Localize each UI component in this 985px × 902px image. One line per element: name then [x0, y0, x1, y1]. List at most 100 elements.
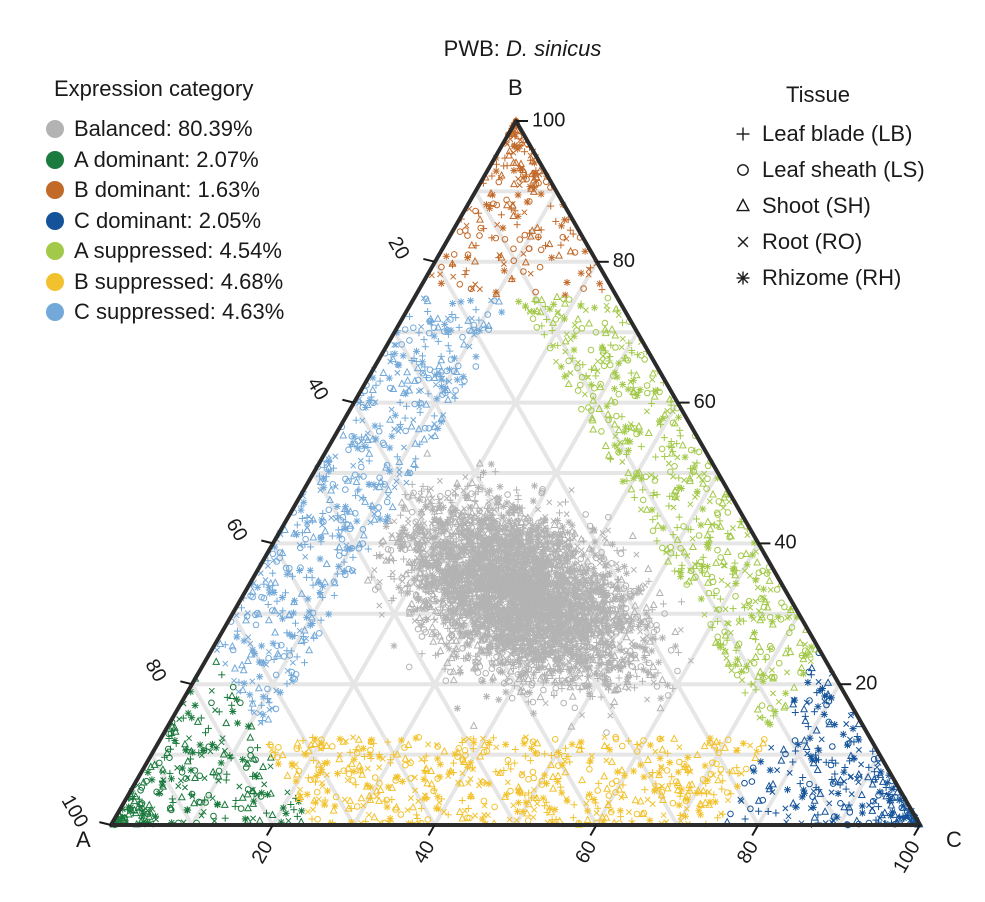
data-point — [552, 217, 560, 225]
data-point — [755, 807, 763, 815]
data-point — [462, 474, 469, 480]
data-point — [520, 546, 528, 553]
data-point — [549, 667, 557, 675]
data-point — [509, 211, 518, 219]
data-point — [267, 763, 274, 770]
data-point — [527, 565, 535, 573]
data-point — [510, 149, 517, 156]
data-point — [574, 314, 582, 323]
data-point — [510, 245, 517, 253]
data-point — [435, 496, 443, 504]
data-point — [578, 571, 586, 579]
data-point — [552, 684, 560, 692]
data-point — [627, 594, 635, 602]
data-point — [437, 279, 445, 287]
data-point — [461, 227, 469, 234]
data-point — [628, 531, 637, 540]
data-point — [255, 816, 264, 824]
data-point — [376, 602, 383, 609]
data-point — [644, 622, 652, 630]
data-point — [615, 312, 622, 318]
data-point — [533, 323, 541, 331]
data-point — [458, 519, 466, 527]
data-point — [537, 246, 545, 254]
data-point — [228, 691, 236, 699]
data-point — [658, 675, 667, 683]
data-point — [847, 712, 854, 719]
data-point — [814, 703, 822, 711]
data-point — [446, 606, 454, 614]
data-point — [515, 619, 523, 627]
data-point — [499, 513, 507, 521]
data-point — [800, 704, 809, 713]
data-point — [568, 487, 575, 493]
data-point — [196, 741, 204, 749]
data-point — [466, 610, 474, 618]
data-point — [567, 639, 575, 647]
data-point — [515, 175, 522, 182]
data-point — [536, 692, 545, 701]
data-point — [571, 573, 579, 581]
data-point — [482, 669, 490, 677]
data-point — [531, 482, 538, 490]
data-point — [414, 625, 422, 633]
data-point — [810, 708, 818, 716]
data-point — [476, 232, 483, 239]
data-point — [596, 654, 604, 662]
data-point — [687, 657, 694, 664]
data-point — [475, 209, 483, 217]
data-point — [659, 600, 667, 608]
data-point — [220, 800, 229, 808]
data-point — [603, 729, 610, 736]
data-point — [540, 527, 548, 535]
data-point — [577, 269, 585, 277]
data-point — [456, 622, 464, 630]
data-point — [655, 658, 663, 666]
data-point — [614, 566, 622, 573]
data-point — [371, 567, 378, 573]
data-point — [408, 480, 416, 488]
data-point — [657, 694, 665, 702]
data-point — [671, 627, 680, 636]
data-point — [493, 201, 501, 209]
data-point — [403, 589, 411, 597]
data-point — [820, 710, 828, 718]
data-point — [408, 508, 416, 516]
data-point — [522, 514, 529, 521]
data-point — [801, 716, 810, 724]
data-point — [807, 752, 815, 760]
data-point — [189, 748, 197, 756]
data-point — [208, 699, 215, 707]
data-point — [517, 159, 525, 167]
data-point — [399, 524, 407, 532]
data-point — [480, 469, 487, 476]
data-point — [177, 777, 184, 784]
data-point — [637, 443, 645, 451]
data-point — [582, 511, 590, 518]
data-point — [166, 769, 174, 777]
data-point — [818, 736, 825, 743]
data-point — [560, 699, 568, 707]
data-point — [456, 228, 464, 235]
data-point — [231, 802, 239, 810]
data-point — [625, 685, 632, 692]
data-point — [229, 708, 237, 715]
data-point — [516, 142, 524, 150]
data-point — [432, 598, 440, 606]
data-point — [708, 489, 717, 498]
data-point — [849, 725, 857, 733]
data-point — [791, 709, 799, 716]
data-point — [488, 665, 496, 673]
data-point — [548, 254, 556, 262]
data-point — [563, 511, 570, 518]
data-point — [794, 741, 802, 749]
data-point — [568, 664, 576, 672]
data-point — [500, 503, 508, 510]
data-point — [785, 813, 792, 820]
data-point — [209, 767, 218, 776]
data-point — [748, 778, 756, 785]
data-point — [212, 657, 221, 665]
data-point — [618, 593, 625, 600]
data-point — [557, 500, 563, 507]
